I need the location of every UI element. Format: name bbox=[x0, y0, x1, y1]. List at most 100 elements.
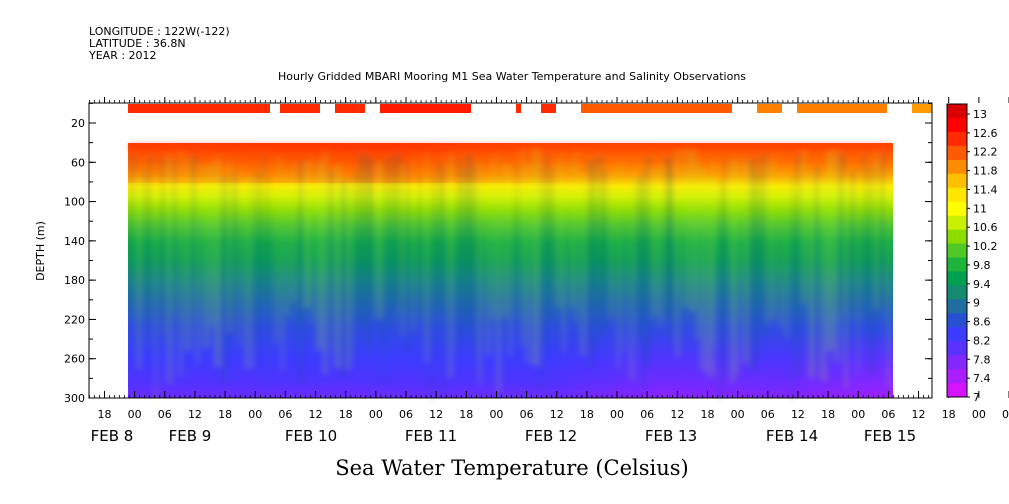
chart-title: Hourly Gridded MBARI Mooring M1 Sea Wate… bbox=[278, 70, 746, 83]
surface-temperature-segment bbox=[280, 104, 320, 113]
surface-temperature-segment bbox=[335, 104, 365, 113]
surface-temperature-segment bbox=[128, 104, 270, 113]
y-tick-label: 100 bbox=[64, 196, 85, 209]
colorbar-swatch bbox=[947, 299, 967, 314]
colorbar-tick-label: 12.6 bbox=[973, 127, 998, 140]
colorbar-swatch bbox=[947, 383, 967, 398]
colorbar-swatch bbox=[947, 327, 967, 342]
surface-temperature-segment bbox=[541, 104, 556, 113]
x-tick-label: 18 bbox=[580, 408, 594, 421]
colorbar-tick-label: 9.8 bbox=[973, 259, 991, 272]
colorbar-swatch bbox=[947, 187, 967, 203]
x-tick-label: 06 bbox=[1002, 408, 1009, 421]
colorbar-swatch bbox=[947, 229, 967, 245]
x-tick-label: 00 bbox=[128, 408, 142, 421]
x-tick-label: 00 bbox=[851, 408, 865, 421]
x-tick-label: 06 bbox=[761, 408, 775, 421]
x-tick-label: 06 bbox=[158, 408, 172, 421]
colorbar-title: Sea Water Temperature (Celsius) bbox=[335, 456, 689, 480]
x-tick-label: 06 bbox=[399, 408, 413, 421]
x-tick-label: 18 bbox=[339, 408, 353, 421]
colorbar-swatch bbox=[947, 355, 967, 370]
colorbar-tick-label: 8.6 bbox=[973, 316, 991, 329]
colorbar-tick-label: 7.4 bbox=[973, 372, 991, 385]
x-date-label: FEB 12 bbox=[525, 427, 577, 445]
colorbar: 13 12.6 12.2 11.8 11.4 11 10.6 10.2 9.8 9.4 9 8.6 8.… bbox=[946, 103, 998, 404]
x-axis: 18 00 06 12 18 00 06 12 18 00 06 12 18 00 06 12 18 00 06 12… bbox=[89, 97, 1009, 445]
y-tick-label: 60 bbox=[71, 156, 85, 169]
colorbar-swatch bbox=[947, 341, 967, 356]
x-tick-label: 00 bbox=[248, 408, 262, 421]
x-tick-label: 12 bbox=[429, 408, 443, 421]
x-tick-label: 00 bbox=[972, 408, 986, 421]
y-tick-label: 260 bbox=[64, 353, 85, 366]
colorbar-swatch bbox=[947, 117, 967, 133]
y-axis: 20 60 100 140 180 220 260 300 bbox=[64, 102, 932, 405]
x-tick-label: 06 bbox=[278, 408, 292, 421]
x-tick-label: 12 bbox=[791, 408, 805, 421]
x-tick-label: 06 bbox=[881, 408, 895, 421]
x-date-label: FEB 13 bbox=[645, 427, 697, 445]
colorbar-tick-label: 9.4 bbox=[973, 278, 991, 291]
x-date-label: FEB 11 bbox=[405, 427, 457, 445]
surface-temperature-segment bbox=[581, 104, 732, 113]
x-tick-label: 12 bbox=[309, 408, 323, 421]
x-tick-label: 06 bbox=[520, 408, 534, 421]
colorbar-tick-label: 8.2 bbox=[973, 334, 991, 347]
x-tick-label: 18 bbox=[459, 408, 473, 421]
colorbar-tick-label: 13 bbox=[973, 108, 987, 121]
colorbar-tick-label: 11.8 bbox=[973, 165, 998, 178]
y-axis-label: DEPTH (m) bbox=[34, 221, 47, 281]
colorbar-swatch bbox=[947, 313, 967, 328]
x-tick-label: 18 bbox=[218, 408, 232, 421]
colorbar-swatch bbox=[947, 243, 967, 258]
y-tick-label: 140 bbox=[64, 235, 85, 248]
x-tick-label: 00 bbox=[610, 408, 624, 421]
x-date-label: FEB 10 bbox=[285, 427, 337, 445]
x-date-label: FEB 15 bbox=[864, 427, 916, 445]
colorbar-tick-label: 7 bbox=[973, 391, 980, 404]
colorbar-swatch bbox=[947, 173, 967, 189]
surface-temperature-segment bbox=[912, 104, 932, 113]
colorbar-tick-label: 9 bbox=[973, 297, 980, 310]
colorbar-swatch bbox=[947, 369, 967, 384]
colorbar-tick-label: 10.6 bbox=[973, 221, 998, 234]
y-tick-label: 20 bbox=[71, 117, 85, 130]
x-tick-label: 12 bbox=[550, 408, 564, 421]
x-tick-label: 12 bbox=[912, 408, 926, 421]
colorbar-swatch bbox=[947, 201, 967, 217]
surface-temperature-segment bbox=[757, 104, 782, 113]
y-tick-label: 220 bbox=[64, 313, 85, 326]
x-tick-label: 00 bbox=[731, 408, 745, 421]
x-tick-label: 18 bbox=[821, 408, 835, 421]
x-tick-label: 18 bbox=[701, 408, 715, 421]
longitude-label: LONGITUDE : 122W(-122) bbox=[89, 25, 230, 38]
x-tick-label: 12 bbox=[670, 408, 684, 421]
colorbar-tick-label: 12.2 bbox=[973, 146, 998, 159]
colorbar-swatch bbox=[947, 215, 967, 231]
x-date-label: FEB 9 bbox=[169, 427, 212, 445]
colorbar-swatch bbox=[947, 131, 967, 147]
x-tick-label: 18 bbox=[942, 408, 956, 421]
colorbar-swatch bbox=[947, 159, 967, 175]
surface-temperature-segment bbox=[516, 104, 521, 113]
y-tick-label: 180 bbox=[64, 274, 85, 287]
x-date-label: FEB 8 bbox=[91, 427, 134, 445]
colorbar-swatch bbox=[947, 271, 967, 286]
colorbar-swatch bbox=[947, 145, 967, 161]
colorbar-swatch bbox=[947, 257, 967, 272]
x-tick-label: 18 bbox=[98, 408, 112, 421]
colorbar-tick-label: 10.2 bbox=[973, 240, 998, 253]
colorbar-tick-label: 7.8 bbox=[973, 353, 991, 366]
colorbar-swatch bbox=[947, 285, 967, 300]
surface-temperature-strip bbox=[128, 104, 932, 113]
surface-temperature-segment bbox=[380, 104, 471, 113]
x-tick-label: 00 bbox=[489, 408, 503, 421]
y-tick-label: 300 bbox=[64, 392, 85, 405]
x-tick-label: 12 bbox=[188, 408, 202, 421]
colorbar-tick-label: 11.4 bbox=[973, 183, 998, 196]
year-label: YEAR : 2012 bbox=[88, 49, 157, 62]
colorbar-swatch bbox=[947, 104, 967, 119]
surface-temperature-segment bbox=[797, 104, 887, 113]
